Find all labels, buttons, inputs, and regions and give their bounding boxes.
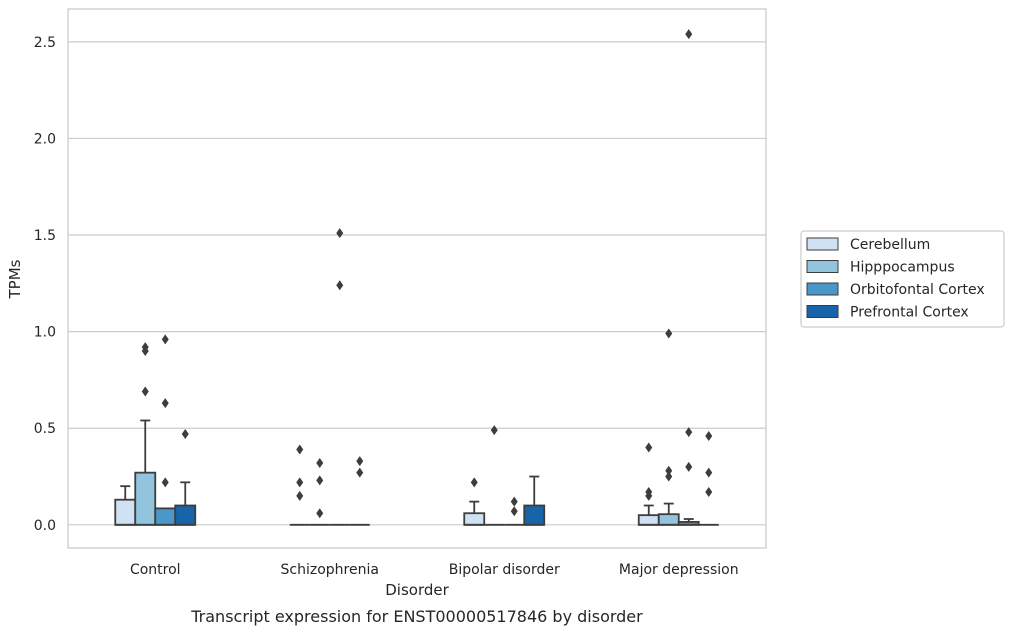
outlier-point: [705, 430, 713, 441]
legend-swatch: [806, 260, 839, 273]
outlier-points: [141, 29, 713, 519]
legend-item: Orbitofontal Cortex: [806, 282, 985, 298]
outlier-point: [141, 386, 149, 397]
box-hipppocampus-0: [134, 419, 157, 526]
outlier-point: [181, 429, 189, 440]
outlier-point: [356, 467, 364, 478]
box-orbitofontal-cortex-3: [677, 518, 700, 526]
legend-label: Prefrontal Cortex: [850, 305, 969, 321]
outlier-point: [161, 477, 169, 488]
box-body: [154, 507, 177, 526]
outlier-point: [470, 477, 478, 488]
outlier-point: [296, 490, 304, 501]
y-axis-ticks: 0.0 0.5 1.0 1.5 2.0 2.5: [34, 35, 56, 534]
outlier-point: [296, 444, 304, 455]
box-body: [523, 504, 546, 526]
outlier-point: [356, 456, 364, 467]
outlier-point: [685, 29, 693, 40]
x-tick-label: Control: [130, 562, 181, 578]
box-body: [657, 513, 680, 526]
legend: Cerebellum Hipppocampus Orbitofontal Corte…: [800, 230, 1005, 328]
x-axis-label: Disorder: [385, 581, 449, 599]
box-body: [174, 504, 197, 526]
x-tick-label: Schizophrenia: [281, 562, 379, 578]
outlier-point: [336, 280, 344, 291]
box-body: [637, 514, 660, 526]
outlier-point: [645, 442, 653, 453]
legend-label: Hipppocampus: [850, 260, 955, 276]
box-series: [114, 419, 719, 526]
outlier-point: [665, 471, 673, 482]
legend-item: Cerebellum: [806, 237, 930, 253]
legend-item: Hipppocampus: [806, 260, 955, 276]
box-orbitofontal-cortex-0: [154, 507, 177, 526]
y-tick-label: 2.5: [34, 35, 56, 51]
legend-label: Cerebellum: [850, 237, 930, 253]
gridlines: [68, 41, 766, 526]
legend-item: Prefrontal Cortex: [806, 305, 969, 321]
legend-swatch: [806, 305, 839, 318]
outlier-point: [161, 398, 169, 409]
outlier-point: [141, 342, 149, 353]
box-hipppocampus-3: [657, 502, 680, 526]
outlier-point: [316, 457, 324, 468]
x-tick-label: Bipolar disorder: [449, 562, 560, 578]
y-tick-label: 1.0: [34, 325, 56, 341]
outlier-point: [645, 486, 653, 497]
box-body: [463, 512, 486, 526]
box-cerebellum-2: [463, 500, 486, 526]
outlier-point: [490, 425, 498, 436]
legend-swatch: [806, 237, 839, 251]
y-tick-label: 0.5: [34, 421, 56, 437]
legend-label: Orbitofontal Cortex: [850, 282, 985, 298]
legend-frame: [800, 230, 1005, 328]
x-tick-label: Major depression: [619, 562, 739, 578]
outlier-point: [296, 477, 304, 488]
box-body: [134, 471, 157, 526]
box-cerebellum-3: [637, 504, 660, 526]
outlier-point: [685, 427, 693, 438]
outlier-point: [510, 506, 518, 517]
outlier-point: [705, 467, 713, 478]
x-axis-ticks: Control Schizophrenia Bipolar disorder Majo…: [130, 562, 739, 578]
box-prefrontal-cortex-2: [523, 475, 546, 526]
y-tick-label: 2.0: [34, 131, 56, 147]
outlier-point: [705, 486, 713, 497]
y-axis-label: TPMs: [6, 259, 24, 299]
y-tick-label: 1.5: [34, 228, 56, 244]
y-tick-label: 0.0: [34, 518, 56, 534]
box-prefrontal-cortex-0: [174, 481, 197, 526]
box-cerebellum-0: [114, 485, 137, 526]
outlier-point: [665, 465, 673, 476]
outlier-point: [316, 508, 324, 519]
outlier-point: [336, 228, 344, 239]
plot-area-frame: [67, 8, 767, 549]
outlier-point: [510, 496, 518, 507]
box-body: [114, 498, 137, 526]
outlier-point: [685, 461, 693, 472]
legend-swatch: [806, 282, 839, 296]
outlier-point: [161, 334, 169, 345]
chart-caption: Transcript expression for ENST0000051784…: [190, 607, 643, 626]
outlier-point: [665, 328, 673, 339]
outlier-point: [316, 475, 324, 486]
